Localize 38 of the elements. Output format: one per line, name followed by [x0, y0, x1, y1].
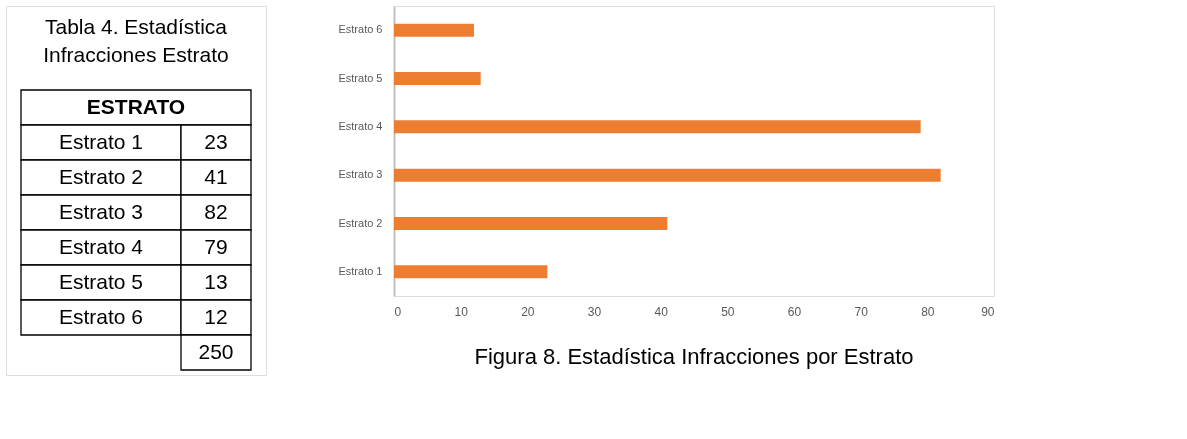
bar [394, 23, 474, 37]
bar [394, 168, 941, 182]
y-tick-label: Estrato 4 [338, 119, 383, 132]
x-tick-label: 20 [521, 304, 535, 319]
data-label: 23 [204, 129, 228, 153]
data-label: 12 [204, 304, 228, 328]
x-tick-label: 90 [981, 304, 995, 319]
data-label: 79 [204, 234, 228, 258]
bar [394, 120, 921, 134]
data-label: 13 [204, 269, 228, 293]
category-label: Estrato 3 [58, 199, 144, 223]
category-label: Estrato 2 [58, 164, 144, 188]
text: Tabla 4. Estadística Infracciones Estrato [43, 15, 229, 66]
bar [394, 72, 481, 85]
y-tick-label: Estrato 6 [338, 23, 383, 36]
x-tick-label: 40 [654, 304, 669, 319]
x-tick-label: 10 [454, 304, 469, 319]
x-tick-label: 80 [921, 304, 935, 319]
x-tick-label: 30 [587, 304, 602, 319]
y-tick-label: Estrato 3 [338, 168, 383, 181]
category-label: Estrato 5 [58, 269, 144, 293]
x-tick-label: 70 [854, 304, 869, 319]
category-label: Estrato 6 [58, 304, 144, 328]
text: 250 [198, 339, 234, 363]
y-tick-label: Estrato 5 [338, 71, 383, 84]
category-label: Estrato 1 [58, 129, 144, 153]
text: ESTRATO [86, 94, 186, 118]
y-tick-label: Estrato 1 [338, 264, 383, 277]
data-label: 41 [204, 164, 228, 188]
bar [394, 217, 668, 230]
text: Figura 8. Estadística Infracciones por Estrato [474, 344, 914, 369]
x-tick-label: 50 [721, 304, 735, 319]
x-tick-label: 0 [394, 304, 402, 319]
x-tick-label: 60 [787, 304, 802, 319]
bar [394, 265, 548, 279]
data-label: 82 [204, 199, 228, 223]
category-label: Estrato 4 [58, 234, 144, 258]
y-tick-label: Estrato 2 [338, 216, 383, 229]
